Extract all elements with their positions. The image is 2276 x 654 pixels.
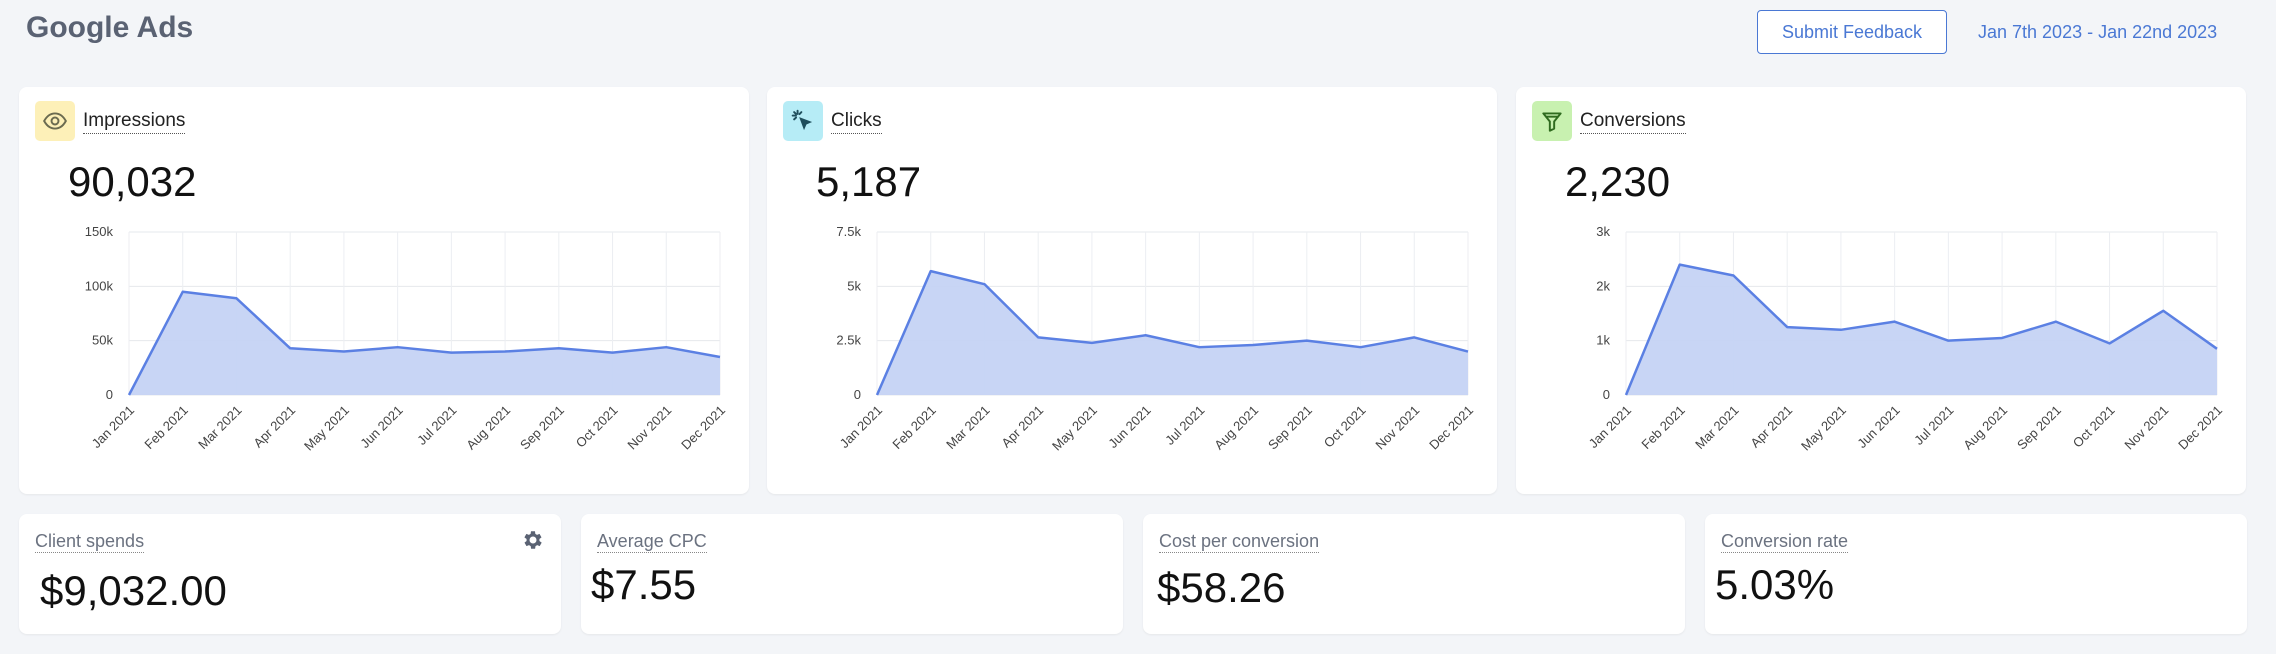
clicks-label[interactable]: Clicks <box>831 110 882 134</box>
x-tick-label: Dec 2021 <box>2175 403 2225 453</box>
page-title: Google Ads <box>26 11 194 44</box>
x-tick-label: Feb 2021 <box>141 403 190 452</box>
y-tick-label: 0 <box>1603 387 1610 402</box>
conversion-rate-label[interactable]: Conversion rate <box>1721 531 1849 553</box>
gear-icon[interactable] <box>521 528 545 552</box>
conversions-label[interactable]: Conversions <box>1580 110 1686 134</box>
x-tick-label: Nov 2021 <box>1372 403 1422 453</box>
x-tick-label: Aug 2021 <box>1211 403 1261 453</box>
x-tick-label: Feb 2021 <box>1638 403 1687 452</box>
x-tick-label: Mar 2021 <box>943 403 992 452</box>
x-tick-label: May 2021 <box>1049 403 1100 454</box>
x-tick-label: Jul 2021 <box>1911 403 1956 448</box>
x-tick-label: May 2021 <box>1798 403 1849 454</box>
x-tick-label: Mar 2021 <box>195 403 244 452</box>
clicks-card: Clicks 5,187 0 2.5k 5k 7.5k Jan 2021 Feb 2021… <box>767 87 1497 494</box>
impressions-chart: 0 50k 100k 150k Jan 2021 Feb 2021 Mar 2021 Apr … <box>85 224 728 454</box>
eye-icon <box>35 101 75 141</box>
x-tick-label: Sep 2021 <box>2014 403 2064 453</box>
x-tick-label: Sep 2021 <box>1265 403 1315 453</box>
x-tick-label: Feb 2021 <box>889 403 938 452</box>
impressions-label[interactable]: Impressions <box>83 110 186 134</box>
average-cpc-label[interactable]: Average CPC <box>597 531 707 553</box>
average-cpc-card: Average CPC $7.55 <box>581 514 1123 634</box>
series-line <box>1624 263 2218 396</box>
x-tick-label: Jun 2021 <box>357 403 405 451</box>
y-tick-label: 100k <box>85 278 114 293</box>
x-tick-label: May 2021 <box>301 403 352 454</box>
x-tick-label: Jul 2021 <box>1162 403 1207 448</box>
conversion-rate-value: 5.03% <box>1715 561 1835 608</box>
client-spends-label[interactable]: Client spends <box>35 531 145 553</box>
x-tick-label: Apr 2021 <box>998 403 1046 451</box>
x-tick-label: Oct 2021 <box>1321 403 1369 451</box>
funnel-icon <box>1532 101 1572 141</box>
impressions-card: Impressions 90,032 0 50k 100k 150k Jan 2021 F… <box>19 87 749 494</box>
x-tick-label: Apr 2021 <box>250 403 298 451</box>
series-area <box>129 291 720 395</box>
series-line <box>127 290 721 396</box>
y-tick-label: 5k <box>847 278 861 293</box>
conversions-value: 2,230 <box>1565 158 1671 205</box>
clicks-chart: 0 2.5k 5k 7.5k Jan 2021 Feb 2021 Mar 2021 Apr 2… <box>836 224 1476 454</box>
x-tick-label: Nov 2021 <box>2121 403 2171 453</box>
x-tick-label: Dec 2021 <box>678 403 728 453</box>
y-tick-label: 2k <box>1596 278 1610 293</box>
cost-per-conversion-card: Cost per conversion $58.26 <box>1143 514 1685 634</box>
cost-per-conversion-value: $58.26 <box>1157 564 1286 611</box>
y-tick-label: 0 <box>106 387 113 402</box>
x-tick-label: Jan 2021 <box>837 403 885 451</box>
clicks-value: 5,187 <box>816 158 922 205</box>
x-tick-label: Apr 2021 <box>1747 403 1795 451</box>
client-spends-value: $9,032.00 <box>40 567 227 614</box>
x-tick-label: Jan 2021 <box>1586 403 1634 451</box>
x-tick-label: Aug 2021 <box>1960 403 2010 453</box>
y-tick-label: 7.5k <box>836 224 861 239</box>
y-tick-label: 2.5k <box>836 333 861 348</box>
conversions-chart: 0 1k 2k 3k Jan 2021 Feb 2021 Mar 2021 Apr 2021 M… <box>1586 224 2225 454</box>
x-tick-label: Jun 2021 <box>1854 403 1902 451</box>
y-tick-label: 0 <box>854 387 861 402</box>
conversion-rate-card: Conversion rate 5.03% <box>1705 514 2247 634</box>
x-tick-label: Jun 2021 <box>1105 403 1153 451</box>
conversions-card: Conversions 2,230 0 1k 2k 3k Jan 2021 Feb 202… <box>1516 87 2246 494</box>
x-tick-label: Sep 2021 <box>517 403 567 453</box>
x-tick-label: Dec 2021 <box>1426 403 1476 453</box>
cost-per-conversion-label[interactable]: Cost per conversion <box>1159 531 1320 553</box>
y-tick-label: 1k <box>1596 333 1610 348</box>
date-range-picker[interactable]: Jan 7th 2023 - Jan 22nd 2023 <box>1978 22 2218 42</box>
y-tick-label: 3k <box>1596 224 1610 239</box>
series-area <box>877 271 1468 395</box>
series-line <box>875 269 1469 396</box>
impressions-value: 90,032 <box>68 158 197 205</box>
x-tick-label: Aug 2021 <box>463 403 513 453</box>
cursor-click-icon <box>783 101 823 141</box>
average-cpc-value: $7.55 <box>591 561 697 608</box>
x-tick-label: Jul 2021 <box>414 403 459 448</box>
submit-feedback-button[interactable]: Submit Feedback <box>1757 10 1947 54</box>
x-tick-label: Oct 2021 <box>2070 403 2118 451</box>
y-tick-label: 150k <box>85 224 114 239</box>
x-tick-label: Oct 2021 <box>573 403 621 451</box>
x-tick-label: Nov 2021 <box>624 403 674 453</box>
x-tick-label: Mar 2021 <box>1692 403 1741 452</box>
client-spends-card: Client spends $9,032.00 <box>19 514 561 634</box>
series-area <box>1626 264 2217 395</box>
x-tick-label: Jan 2021 <box>89 403 137 451</box>
y-tick-label: 50k <box>92 333 113 348</box>
